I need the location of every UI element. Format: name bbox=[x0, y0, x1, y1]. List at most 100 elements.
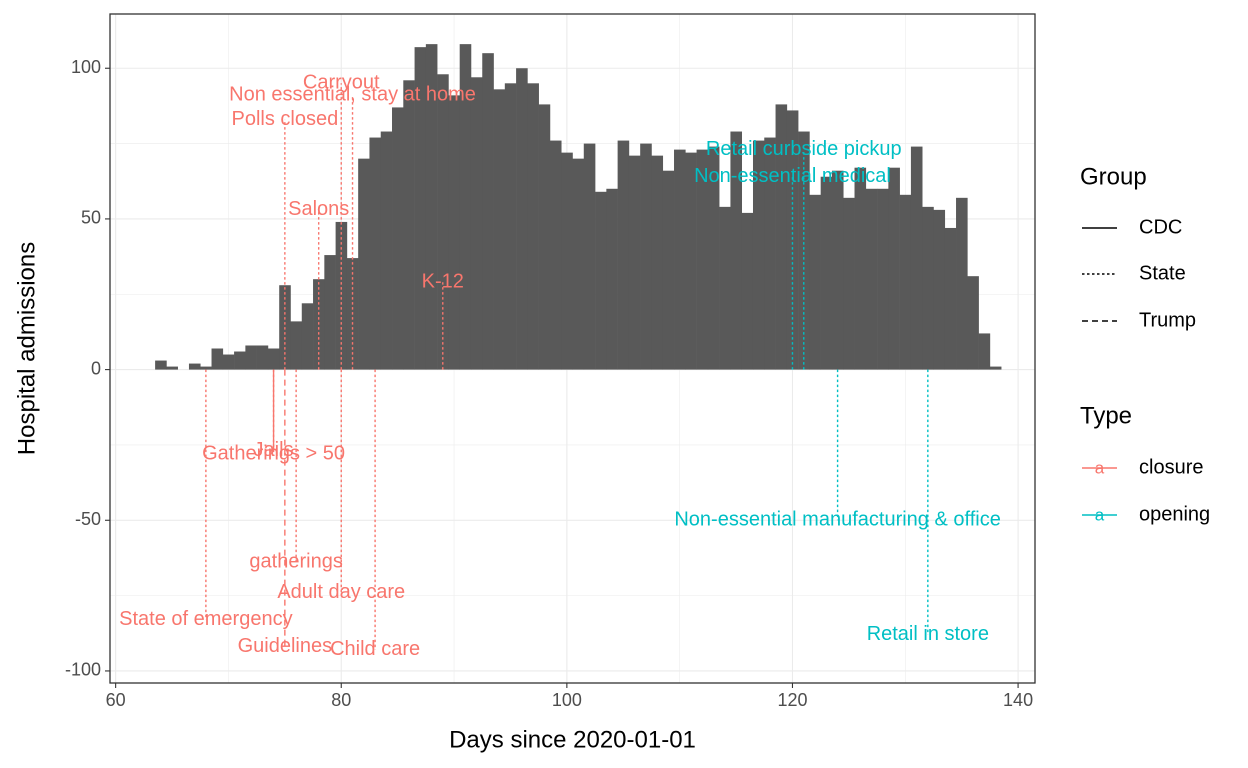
event-label: Polls closed bbox=[231, 108, 338, 130]
bar bbox=[222, 354, 235, 370]
bar bbox=[854, 167, 867, 370]
bar bbox=[696, 149, 709, 370]
x-tick-label: 140 bbox=[1003, 690, 1033, 710]
bar bbox=[392, 107, 404, 370]
bar bbox=[899, 194, 912, 370]
bar bbox=[301, 303, 314, 370]
bar bbox=[437, 74, 449, 370]
bar bbox=[910, 146, 923, 370]
bar bbox=[741, 212, 754, 370]
x-tick-label: 60 bbox=[106, 690, 126, 710]
legend-key-glyph: a bbox=[1095, 458, 1105, 477]
bar bbox=[470, 77, 483, 370]
bar bbox=[719, 206, 731, 370]
legend-label: State bbox=[1139, 262, 1186, 284]
x-tick-label: 100 bbox=[552, 690, 582, 710]
event-label: Child care bbox=[330, 638, 420, 660]
x-tick-label: 80 bbox=[331, 690, 351, 710]
event-label: Jails bbox=[254, 439, 294, 461]
bar bbox=[482, 53, 494, 370]
bar bbox=[922, 206, 934, 370]
event-label: Non-essential manufacturing & office bbox=[674, 509, 1000, 531]
bar bbox=[707, 146, 720, 370]
event-label: gatherings bbox=[249, 551, 342, 573]
bar bbox=[978, 333, 991, 370]
bar bbox=[888, 167, 900, 370]
bar bbox=[572, 158, 585, 370]
bar bbox=[358, 158, 370, 370]
bar bbox=[549, 140, 562, 370]
bar bbox=[403, 80, 415, 370]
event-lines bbox=[205, 83, 929, 650]
bar bbox=[504, 83, 517, 370]
bar bbox=[865, 188, 878, 370]
bar bbox=[155, 360, 167, 370]
legend-label: closure bbox=[1139, 456, 1203, 478]
bar bbox=[211, 348, 224, 370]
x-axis-title: Days since 2020-01-01 bbox=[449, 726, 696, 753]
bar bbox=[245, 345, 257, 370]
bar bbox=[956, 197, 968, 370]
bar bbox=[493, 89, 506, 370]
bar bbox=[324, 255, 336, 370]
bar bbox=[200, 366, 212, 370]
bar bbox=[662, 170, 675, 370]
bar bbox=[516, 68, 528, 370]
bar bbox=[267, 348, 280, 370]
bar bbox=[764, 137, 776, 370]
bar bbox=[166, 366, 178, 370]
bar bbox=[335, 221, 348, 370]
bar bbox=[527, 83, 539, 370]
bar bbox=[730, 131, 743, 370]
bar bbox=[775, 104, 788, 370]
bar bbox=[561, 152, 573, 370]
event-label: State of emergency bbox=[119, 608, 292, 630]
axes: -100 -50 0 50 100 60 80 100 120 140 Days since 202… bbox=[13, 57, 1033, 753]
event-label: Retail in store bbox=[867, 623, 989, 645]
legend-label: CDC bbox=[1139, 216, 1182, 238]
y-axis-title: Hospital admissions bbox=[13, 242, 40, 455]
bar bbox=[843, 197, 855, 370]
panel-border bbox=[109, 13, 1036, 684]
bar bbox=[448, 95, 460, 370]
bar bbox=[685, 152, 697, 370]
bar bbox=[414, 47, 427, 370]
y-tick-label: -50 bbox=[75, 509, 101, 529]
bar bbox=[538, 104, 551, 370]
bar bbox=[380, 131, 393, 370]
bar bbox=[820, 176, 833, 370]
legend-title-type: Type bbox=[1080, 402, 1132, 429]
bar bbox=[617, 140, 630, 370]
event-label: Carryout bbox=[303, 72, 380, 94]
legend: Group CDC State Trump Type a closure a opening bbox=[1080, 163, 1210, 525]
bar bbox=[234, 351, 246, 370]
bar bbox=[459, 44, 472, 370]
y-tick-label: -100 bbox=[65, 660, 101, 680]
bar bbox=[967, 276, 979, 370]
bar bbox=[944, 227, 957, 370]
y-tick-label: 50 bbox=[81, 208, 101, 228]
bar bbox=[798, 131, 810, 370]
bar bbox=[369, 137, 382, 370]
y-tick-label: 0 bbox=[91, 358, 101, 378]
bar bbox=[425, 44, 438, 370]
bar bbox=[752, 140, 765, 370]
legend-label: Trump bbox=[1139, 309, 1196, 331]
event-label: K-12 bbox=[422, 270, 464, 292]
bar bbox=[640, 143, 652, 370]
bar bbox=[606, 188, 618, 370]
bar bbox=[188, 363, 201, 370]
bar bbox=[256, 345, 269, 370]
bar bbox=[651, 155, 664, 370]
event-label: Adult day care bbox=[277, 581, 405, 603]
bar bbox=[583, 143, 596, 370]
legend-title-group: Group bbox=[1080, 163, 1147, 190]
event-label: Non essential, stay at home bbox=[229, 84, 476, 106]
y-tick-label: 100 bbox=[71, 57, 101, 77]
bar bbox=[290, 321, 303, 370]
bar bbox=[595, 191, 607, 370]
event-label: Salons bbox=[288, 198, 349, 220]
bar bbox=[933, 209, 946, 370]
bar bbox=[831, 170, 844, 370]
